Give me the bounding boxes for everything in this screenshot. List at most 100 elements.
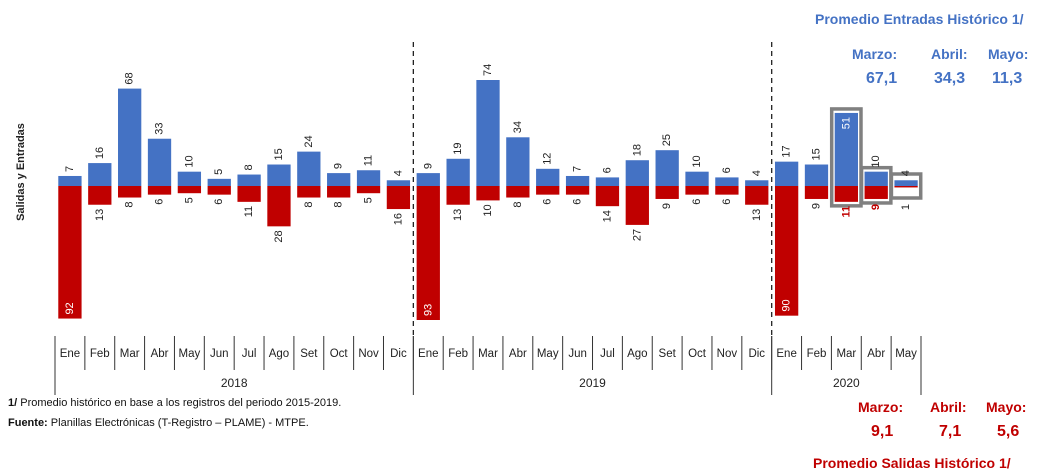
month-label-20: Set bbox=[659, 348, 677, 360]
entradas-label-16: 12 bbox=[542, 153, 554, 165]
salidas-label-10: 5 bbox=[363, 197, 375, 203]
salidas-label-2: 8 bbox=[124, 202, 136, 208]
entradas-bar-3 bbox=[147, 138, 172, 186]
entradas-label-7: 15 bbox=[273, 148, 285, 160]
entradas-label-24: 17 bbox=[781, 145, 793, 157]
month-label-26: Mar bbox=[836, 348, 856, 360]
salidas-bar-20 bbox=[655, 186, 679, 199]
salidas-label-4: 5 bbox=[183, 197, 195, 203]
entradas-label-27: 10 bbox=[870, 155, 882, 167]
salidas-label-13: 13 bbox=[452, 209, 464, 221]
footnote-1-mark: 1/ bbox=[8, 397, 18, 409]
source-note: Fuente: Planillas Electrónicas (T-Regist… bbox=[8, 417, 309, 429]
month-label-7: Ago bbox=[269, 348, 289, 360]
entradas-label-11: 4 bbox=[392, 170, 404, 176]
entradas-label-12: 9 bbox=[422, 163, 434, 169]
salidas-label-5: 6 bbox=[213, 199, 225, 205]
entradas-bar-10 bbox=[356, 170, 381, 186]
entradas-label-13: 19 bbox=[452, 143, 464, 155]
month-label-16: May bbox=[537, 348, 559, 360]
salidas-label-19: 27 bbox=[631, 229, 643, 241]
salidas-label-7: 28 bbox=[273, 230, 285, 242]
avg-entradas-abril-value: 34,3 bbox=[934, 70, 966, 87]
avg-entradas-mayo-label: Mayo: bbox=[988, 46, 1029, 62]
salidas-bar-4 bbox=[177, 186, 202, 194]
salidas-bar-23 bbox=[745, 186, 769, 205]
entradas-bar-28 bbox=[894, 180, 918, 186]
salidas-label-17: 6 bbox=[572, 199, 584, 205]
month-label-8: Set bbox=[300, 348, 318, 360]
salidas-label-23: 13 bbox=[751, 209, 763, 221]
salidas-bar-17 bbox=[565, 186, 590, 195]
salidas-bar-28 bbox=[894, 186, 918, 188]
month-label-5: Jun bbox=[210, 348, 229, 360]
entradas-bar-18 bbox=[595, 177, 620, 186]
month-label-17: Jun bbox=[568, 348, 587, 360]
entradas-label-5: 5 bbox=[213, 169, 225, 175]
month-label-1: Feb bbox=[90, 348, 110, 360]
salidas-bar-22 bbox=[715, 186, 739, 195]
month-label-10: Nov bbox=[358, 348, 379, 360]
entradas-bar-16 bbox=[536, 168, 560, 186]
entradas-bar-4 bbox=[177, 171, 202, 186]
salidas-bar-3 bbox=[147, 186, 172, 195]
salidas-label-8: 8 bbox=[303, 202, 315, 208]
month-label-23: Dic bbox=[748, 348, 765, 360]
salidas-bar-2 bbox=[118, 186, 142, 198]
salidas-label-24: 90 bbox=[781, 299, 793, 311]
entradas-bar-5 bbox=[207, 178, 231, 186]
month-label-6: Jul bbox=[242, 348, 257, 360]
avg-salidas-mayo-label: Mayo: bbox=[986, 399, 1027, 415]
salidas-bar-5 bbox=[207, 186, 231, 195]
entradas-bar-14 bbox=[476, 80, 500, 186]
salidas-label-12: 93 bbox=[422, 304, 434, 316]
month-label-4: May bbox=[179, 348, 201, 360]
entradas-label-26: 51 bbox=[840, 117, 852, 129]
salidas-bar-15 bbox=[506, 186, 530, 198]
month-label-21: Oct bbox=[688, 348, 707, 360]
highlight-box-26 bbox=[829, 107, 863, 208]
salidas-label-20: 9 bbox=[661, 203, 673, 209]
salidas-bar-18 bbox=[595, 186, 620, 207]
entradas-bar-20 bbox=[655, 150, 679, 186]
entradas-bar-2 bbox=[118, 88, 142, 186]
entradas-bar-9 bbox=[327, 173, 351, 186]
salidas-bar-13 bbox=[446, 186, 470, 205]
salidas-label-11: 16 bbox=[392, 213, 404, 225]
footnote-1: 1/ Promedio histórico en base a los regi… bbox=[8, 397, 341, 409]
entradas-bar-8 bbox=[297, 151, 321, 186]
salidas-label-14: 10 bbox=[482, 204, 494, 216]
salidas-bar-0 bbox=[58, 186, 82, 319]
salidas-bar-21 bbox=[685, 186, 709, 195]
salidas-bar-7 bbox=[267, 186, 291, 227]
salidas-label-28: 1 bbox=[900, 204, 912, 210]
salidas-label-9: 8 bbox=[333, 202, 345, 208]
month-label-3: Abr bbox=[151, 348, 169, 360]
entradas-label-0: 7 bbox=[64, 166, 76, 172]
month-label-2: Mar bbox=[120, 348, 140, 360]
entradas-label-15: 34 bbox=[512, 121, 524, 133]
salidas-label-6: 11 bbox=[243, 206, 255, 217]
salidas-bar-8 bbox=[297, 186, 321, 198]
salidas-bar-10 bbox=[356, 186, 381, 194]
salidas-label-16: 6 bbox=[542, 199, 554, 205]
entradas-label-18: 6 bbox=[601, 167, 613, 173]
entradas-bar-26 bbox=[834, 112, 858, 186]
entradas-label-20: 25 bbox=[661, 134, 673, 146]
entradas-bar-21 bbox=[685, 171, 709, 186]
entradas-label-23: 4 bbox=[751, 170, 763, 176]
entradas-bar-1 bbox=[88, 163, 112, 186]
entradas-label-21: 10 bbox=[691, 155, 703, 167]
year-label-2018: 2018 bbox=[221, 376, 248, 390]
entradas-bar-19 bbox=[625, 160, 649, 186]
entradas-label-6: 8 bbox=[243, 164, 255, 170]
entradas-bar-25 bbox=[804, 164, 829, 186]
salidas-label-1: 13 bbox=[94, 209, 106, 221]
avg-entradas-marzo-label: Marzo: bbox=[852, 46, 898, 62]
avg-entradas-mayo-value: 11,3 bbox=[992, 70, 1023, 87]
entradas-label-3: 33 bbox=[154, 122, 166, 134]
entradas-label-19: 18 bbox=[631, 144, 643, 156]
footnote-1-text: Promedio histórico en base a los registr… bbox=[20, 397, 342, 409]
avg-salidas-marzo-label: Marzo: bbox=[858, 399, 904, 415]
entradas-bar-27 bbox=[864, 171, 888, 186]
